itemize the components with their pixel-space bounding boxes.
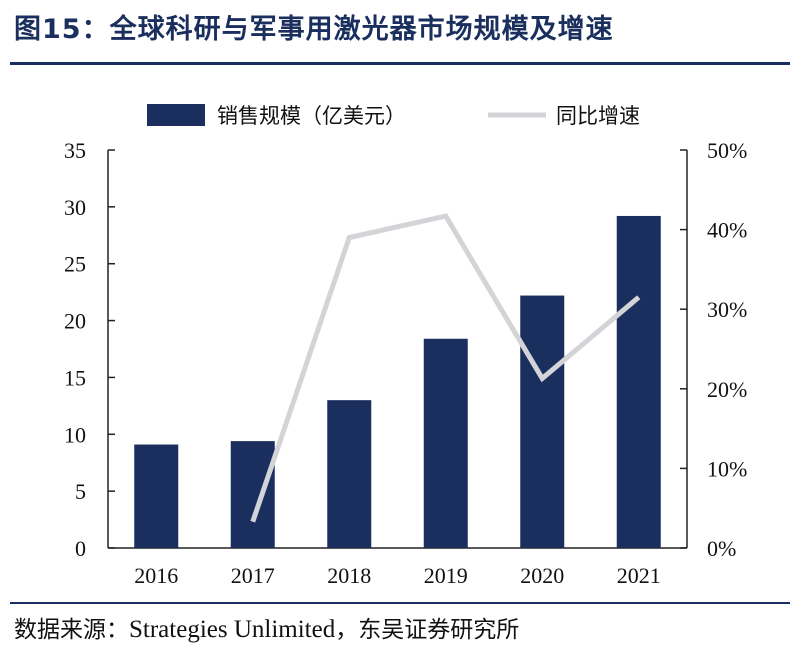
source-name: Strategies Unlimited — [129, 616, 336, 643]
source-divider — [10, 602, 790, 604]
source-note: 数据来源：Strategies Unlimited，东吴证券研究所 — [14, 610, 519, 650]
x-tick-label: 2017 — [231, 563, 275, 588]
x-tick-label: 2016 — [134, 563, 178, 588]
x-tick-label: 2019 — [424, 563, 468, 588]
right-tick-label: 50% — [707, 138, 747, 163]
left-tick-label: 35 — [64, 138, 86, 163]
legend: 销售规模（亿美元） 同比增速 — [147, 104, 640, 128]
left-tick-label: 5 — [75, 479, 86, 504]
right-tick-label: 30% — [707, 297, 747, 322]
left-axis-labels: 0 5 10 15 20 25 30 35 — [64, 138, 86, 561]
right-tick-label: 20% — [707, 377, 747, 402]
legend-line-label: 同比增速 — [556, 104, 640, 128]
x-tick-label: 2021 — [617, 563, 661, 588]
x-tick-label: 2020 — [520, 563, 564, 588]
bar — [616, 215, 661, 548]
title-divider — [10, 62, 790, 65]
x-axis-labels: 2016 2017 2018 2019 2020 2021 — [134, 563, 661, 588]
right-tick-label: 0% — [707, 536, 736, 561]
bar-series — [134, 215, 661, 548]
right-axis-labels: 0% 10% 20% 30% 40% 50% — [707, 138, 747, 561]
left-tick-label: 10 — [64, 422, 86, 447]
bar — [520, 295, 565, 548]
figure-title: 图15：全球科研与军事用激光器市场规模及增速 — [14, 14, 614, 45]
market-chart: 销售规模（亿美元） 同比增速 2016 2017 2018 2019 2020 2021 … — [64, 104, 747, 588]
source-prefix: 数据来源： — [14, 617, 129, 643]
bar — [134, 444, 179, 548]
right-tick-label: 40% — [707, 218, 747, 243]
bar — [230, 441, 275, 548]
x-tick-label: 2018 — [327, 563, 371, 588]
left-tick-label: 30 — [64, 195, 86, 220]
axes — [107, 149, 688, 549]
left-tick-label: 20 — [64, 309, 86, 334]
right-tick-label: 10% — [707, 456, 747, 481]
left-tick-label: 0 — [75, 536, 86, 561]
left-tick-label: 25 — [64, 252, 86, 277]
source-suffix: ，东吴证券研究所 — [335, 617, 520, 643]
bar — [423, 338, 468, 548]
left-tick-label: 15 — [64, 365, 86, 390]
growth-line-series — [250, 213, 641, 523]
legend-bar-swatch — [147, 104, 205, 126]
bar — [327, 400, 372, 548]
legend-bar-label: 销售规模（亿美元） — [217, 104, 406, 128]
